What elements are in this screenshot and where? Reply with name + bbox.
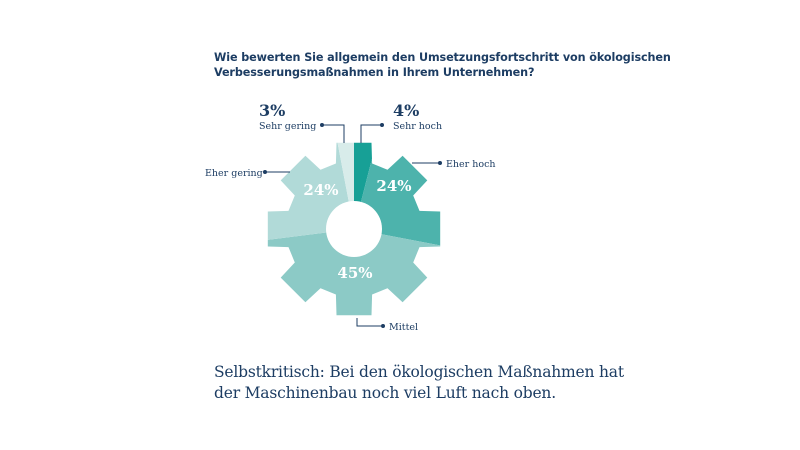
caption-line-1: Selbstkritisch: Bei den ökologischen Maß… bbox=[214, 363, 624, 381]
slice-sehr-gering bbox=[331, 142, 354, 229]
leader-dots bbox=[263, 123, 442, 328]
leader-sehr-hoch bbox=[360, 124, 382, 143]
chart-title-line-2: Verbesserungsmaßnahmen in Ihrem Unterneh… bbox=[214, 66, 535, 79]
caption-line-2: der Maschinenbau noch viel Luft nach obe… bbox=[214, 384, 556, 402]
value-sehr-hoch: 4% bbox=[393, 101, 419, 120]
leader-sehr-gering bbox=[322, 124, 345, 143]
label-sehr-hoch: Sehr hoch bbox=[393, 121, 442, 132]
value-mittel: 45% bbox=[337, 264, 372, 282]
label-mittel: Mittel bbox=[389, 322, 418, 333]
slice-sehr-hoch bbox=[354, 142, 384, 229]
value-eher-gering: 24% bbox=[303, 181, 338, 199]
chart-caption: Selbstkritisch: Bei den ökologischen Maß… bbox=[214, 362, 624, 404]
chart-title-line-1: Wie bewerten Sie allgemein den Umsetzung… bbox=[214, 51, 671, 64]
value-eher-hoch: 24% bbox=[376, 177, 411, 195]
leader-lines bbox=[265, 124, 440, 327]
label-sehr-gering: Sehr gering bbox=[259, 121, 316, 132]
chart-title: Wie bewerten Sie allgemein den Umsetzung… bbox=[214, 50, 671, 80]
value-sehr-gering: 3% bbox=[259, 101, 285, 120]
gear-hole bbox=[326, 201, 382, 257]
leader-mittel bbox=[356, 318, 383, 327]
label-eher-hoch: Eher hoch bbox=[446, 159, 496, 170]
slice-mittel bbox=[267, 229, 441, 316]
label-eher-gering: Eher gering bbox=[205, 168, 263, 179]
